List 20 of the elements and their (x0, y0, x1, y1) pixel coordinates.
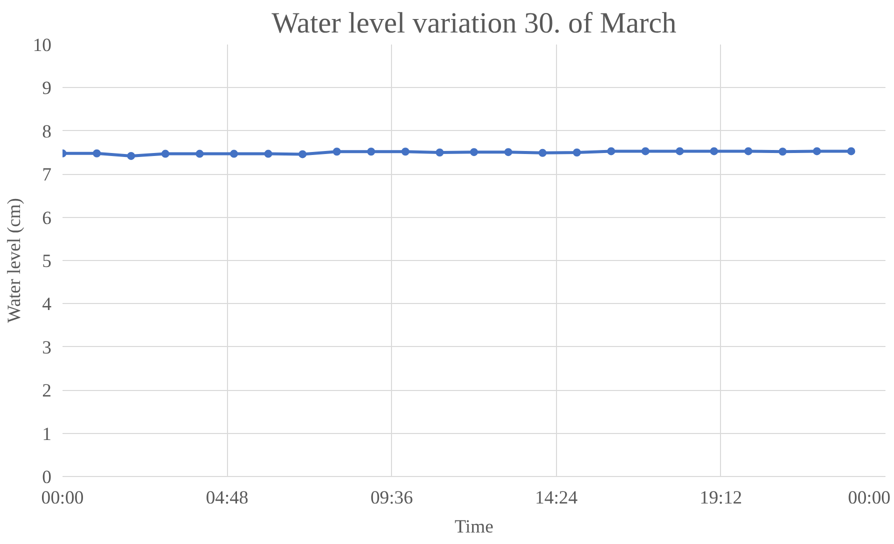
y-tick-label: 8 (42, 121, 52, 142)
y-tick-label: 5 (42, 251, 52, 272)
y-tick-label: 7 (42, 164, 52, 186)
x-tick-label: 04:48 (206, 488, 248, 508)
y-tick-label: 9 (42, 78, 52, 100)
y-tick-label: 6 (42, 208, 52, 229)
y-tick-label: 3 (42, 337, 52, 358)
y-axis-title: Water level (cm) (4, 198, 25, 323)
x-tick-label: 14:24 (535, 488, 578, 508)
y-tick-label: 1 (42, 424, 52, 445)
y-tick-label: 10 (32, 35, 52, 56)
y-tick-label: 2 (42, 380, 52, 402)
x-tick-label: 19:12 (700, 488, 742, 508)
x-axis-title: Time (454, 516, 494, 538)
x-tick-label: 09:36 (370, 488, 413, 508)
chart-title: Water level variation 30. of March (272, 8, 677, 40)
y-tick-label: 4 (42, 294, 52, 316)
y-tick-label: 0 (42, 467, 52, 488)
x-tick-label: 00:00 (41, 488, 84, 508)
x-tick-label: 00:00 (848, 488, 891, 508)
